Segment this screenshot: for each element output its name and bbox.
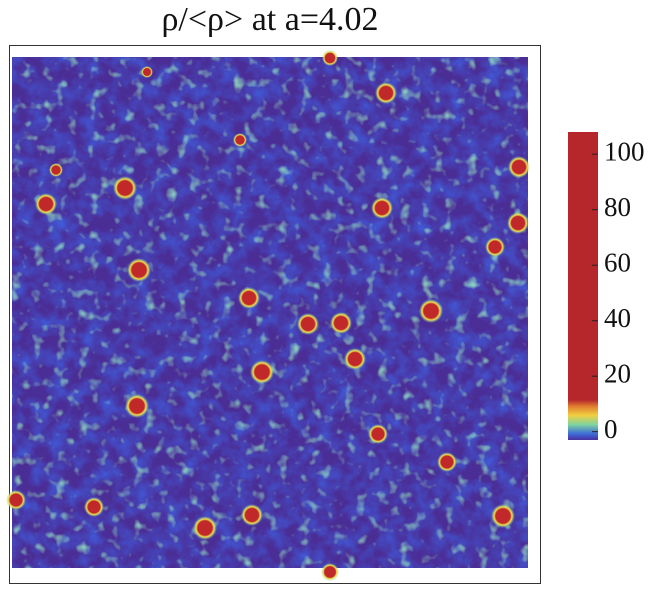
- density-field: [6, 50, 530, 581]
- colorbar-tick-label: 60: [604, 247, 631, 277]
- chart-title: ρ/<ρ> at a=4.02: [161, 1, 378, 38]
- colorbar-tick-label: 80: [604, 192, 631, 222]
- colorbar-tick-label: 0: [604, 414, 618, 444]
- colorbar-tick-label: 20: [604, 358, 631, 388]
- colorbar-tick-label: 40: [604, 303, 631, 333]
- colorbar: [568, 132, 598, 440]
- colorbar-tick-label: 100: [604, 136, 645, 166]
